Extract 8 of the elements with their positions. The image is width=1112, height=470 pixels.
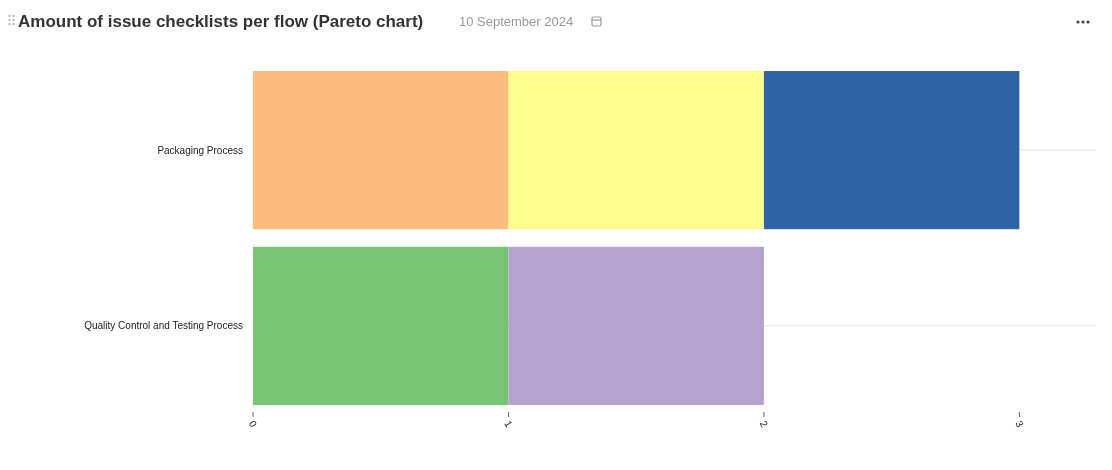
x-tick-label: 2 [757,418,771,430]
x-tick-label: 3 [1013,418,1026,430]
x-tick-label: 1 [502,418,515,430]
chart-title: Amount of issue checklists per flow (Pareto chart) [18,12,424,31]
y-tick-label: Packaging Process [157,144,243,156]
x-tick-label: 0 [246,418,260,430]
chart-subtitle: 10 September 2024 [459,14,574,29]
y-tick-label: Quality Control and Testing Process [84,320,243,332]
